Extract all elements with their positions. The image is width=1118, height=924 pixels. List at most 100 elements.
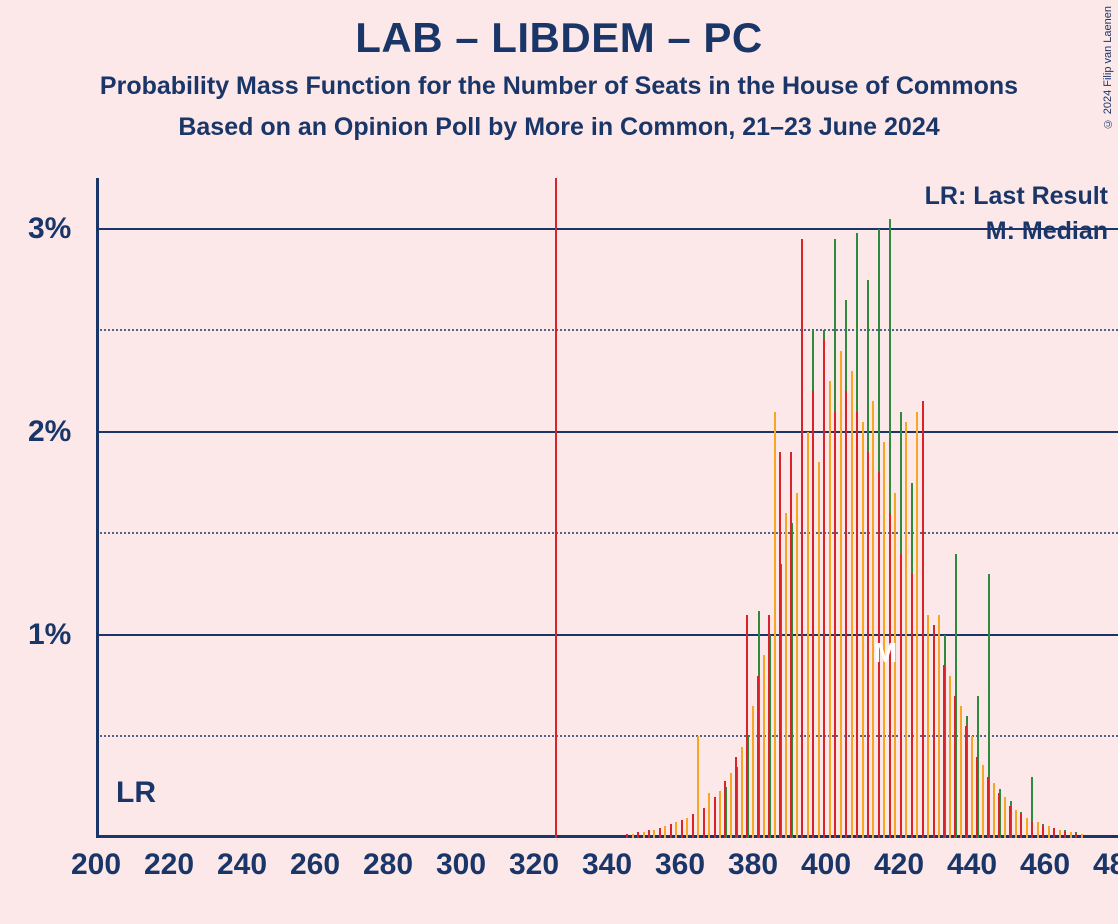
pmf-bar: [1042, 826, 1044, 838]
pmf-bar: [757, 676, 759, 838]
pmf-bar: [900, 554, 902, 838]
pmf-bar: [916, 412, 918, 838]
x-tick-label: 440: [947, 848, 997, 882]
pmf-bar: [643, 832, 645, 838]
pmf-bar: [735, 757, 737, 838]
bar-container: [96, 178, 1118, 838]
x-tick-label: 360: [655, 848, 705, 882]
lr-annotation: LR: [116, 776, 156, 810]
x-tick-label: 380: [728, 848, 778, 882]
pmf-bar: [927, 615, 929, 838]
pmf-bar: [922, 401, 924, 838]
pmf-bar: [653, 830, 655, 838]
pmf-bar: [801, 239, 803, 838]
pmf-bar: [752, 706, 754, 838]
pmf-bar: [1004, 797, 1006, 838]
pmf-bar: [670, 824, 672, 838]
y-tick-label: 3%: [28, 212, 88, 246]
pmf-bar: [1026, 818, 1028, 838]
chart-source: Based on an Opinion Poll by More in Comm…: [0, 113, 1118, 142]
pmf-bar: [1037, 822, 1039, 838]
pmf-bar: [648, 830, 650, 838]
pmf-bar: [1059, 830, 1061, 838]
pmf-bar: [1081, 834, 1083, 838]
pmf-bar: [889, 513, 891, 838]
pmf-bar: [1009, 806, 1011, 838]
x-tick-label: 220: [144, 848, 194, 882]
pmf-bar: [982, 765, 984, 838]
pmf-bar: [692, 814, 694, 838]
pmf-bar: [724, 781, 726, 838]
y-tick-label: 1%: [28, 618, 88, 652]
pmf-bar: [637, 832, 639, 838]
legend-lr: LR: Last Result: [925, 182, 1108, 211]
pmf-bar: [741, 747, 743, 838]
pmf-bar: [943, 665, 945, 838]
pmf-bar: [1064, 832, 1066, 838]
credit-text: © 2024 Filip van Laenen: [1102, 6, 1114, 129]
pmf-bar: [949, 676, 951, 838]
pmf-bar: [987, 777, 989, 838]
x-tick-label: 400: [801, 848, 851, 882]
pmf-bar: [730, 773, 732, 838]
pmf-bar: [938, 615, 940, 838]
pmf-bar: [1053, 828, 1055, 838]
pmf-bar: [626, 834, 628, 838]
pmf-bar: [823, 340, 825, 838]
legend: LR: Last Result M: Median: [925, 182, 1108, 252]
pmf-bar: [796, 493, 798, 838]
pmf-bar: [763, 655, 765, 838]
x-tick-label: 320: [509, 848, 559, 882]
pmf-bar: [659, 828, 661, 838]
pmf-bar: [675, 822, 677, 838]
pmf-bar: [697, 736, 699, 838]
pmf-bar: [829, 381, 831, 838]
pmf-bar: [971, 736, 973, 838]
x-tick-label: 300: [436, 848, 486, 882]
pmf-bar: [812, 391, 814, 838]
pmf-bar: [790, 452, 792, 838]
x-tick-label: 460: [1020, 848, 1070, 882]
pmf-bar: [1075, 834, 1077, 838]
pmf-bar: [993, 783, 995, 838]
chart-title: LAB – LIBDEM – PC: [0, 0, 1118, 62]
pmf-bar: [768, 615, 770, 838]
x-tick-label: 420: [874, 848, 924, 882]
pmf-bar: [664, 826, 666, 838]
median-annotation: M: [874, 637, 897, 669]
pmf-bar: [1048, 826, 1050, 838]
plot-area: LR: Last Result M: Median LR M: [96, 178, 1118, 838]
pmf-bar: [960, 706, 962, 838]
pmf-bar: [632, 834, 634, 838]
x-tick-label: 240: [217, 848, 267, 882]
pmf-bar: [872, 401, 874, 838]
pmf-bar: [818, 462, 820, 838]
pmf-bar: [1031, 822, 1033, 838]
pmf-bar: [845, 391, 847, 838]
x-tick-label: 280: [363, 848, 413, 882]
x-tick-label: 480: [1093, 848, 1118, 882]
pmf-bar: [1070, 832, 1072, 838]
x-tick-labels: 2002202402602803003203403603804004204404…: [96, 848, 1118, 888]
pmf-bar: [867, 452, 869, 838]
pmf-bar: [905, 422, 907, 838]
x-tick-label: 260: [290, 848, 340, 882]
x-tick-label: 340: [582, 848, 632, 882]
pmf-bar: [834, 412, 836, 838]
pmf-bar: [954, 696, 956, 838]
pmf-bar: [998, 793, 1000, 838]
pmf-bar: [807, 432, 809, 838]
pmf-bar: [911, 574, 913, 838]
pmf-bar: [681, 820, 683, 838]
pmf-bar: [851, 371, 853, 838]
pmf-bar: [856, 412, 858, 838]
pmf-bar: [703, 808, 705, 838]
pmf-bar: [779, 452, 781, 838]
pmf-bar: [840, 351, 842, 838]
x-tick-label: 200: [71, 848, 121, 882]
pmf-bar: [686, 818, 688, 838]
pmf-bar: [785, 513, 787, 838]
pmf-bar: [708, 793, 710, 838]
pmf-bar: [714, 797, 716, 838]
pmf-bar: [719, 791, 721, 838]
